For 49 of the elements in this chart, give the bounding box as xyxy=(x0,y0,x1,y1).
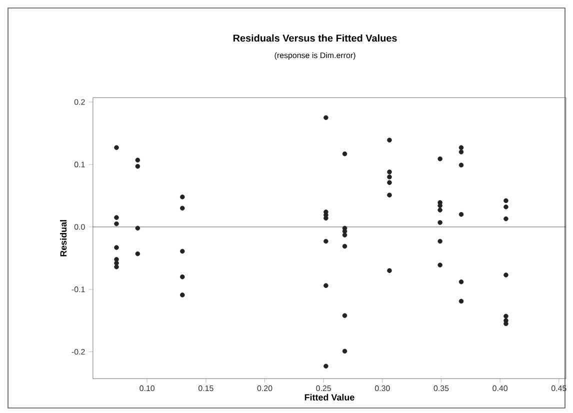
point xyxy=(180,274,185,280)
point xyxy=(342,151,348,156)
point xyxy=(135,251,140,256)
point xyxy=(114,264,119,270)
point xyxy=(438,262,442,268)
point xyxy=(458,212,464,217)
point xyxy=(504,198,508,204)
point xyxy=(135,158,140,162)
point xyxy=(324,283,328,288)
point xyxy=(387,170,392,174)
point xyxy=(114,215,119,220)
point xyxy=(458,162,464,168)
point xyxy=(504,216,508,222)
point xyxy=(114,145,119,150)
point xyxy=(438,156,442,162)
point xyxy=(114,256,119,262)
point xyxy=(504,272,508,278)
point xyxy=(387,180,392,185)
point xyxy=(324,238,328,244)
point xyxy=(458,279,464,284)
point xyxy=(180,292,185,298)
point xyxy=(324,115,328,120)
point xyxy=(458,298,464,304)
point xyxy=(458,145,464,150)
point xyxy=(135,164,140,169)
point xyxy=(180,248,185,254)
point xyxy=(387,192,392,198)
point xyxy=(114,245,119,250)
point xyxy=(114,221,119,226)
point xyxy=(324,364,328,369)
point xyxy=(180,206,185,211)
point xyxy=(342,313,348,318)
point xyxy=(438,220,442,225)
x-axis-title: Fitted Value xyxy=(304,394,354,401)
point xyxy=(438,208,442,212)
point xyxy=(387,174,392,180)
point xyxy=(504,314,508,319)
chart-title: Residuals Versus the Fitted Values xyxy=(233,34,397,42)
point xyxy=(135,226,140,231)
point xyxy=(342,232,348,238)
point xyxy=(458,150,464,154)
point xyxy=(387,138,392,143)
y-axis-title: Residual xyxy=(60,220,67,256)
point xyxy=(342,244,348,249)
point xyxy=(180,194,185,200)
point xyxy=(504,204,508,210)
point xyxy=(342,348,348,354)
point xyxy=(387,268,392,274)
point xyxy=(438,238,442,244)
